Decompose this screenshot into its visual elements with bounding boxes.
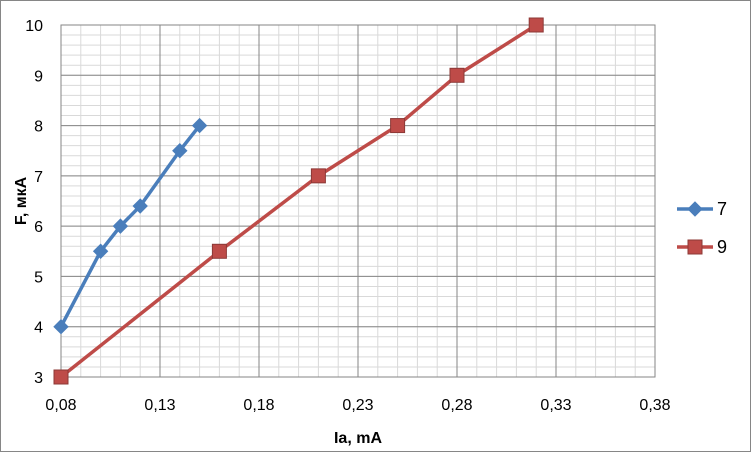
- legend-marker: [687, 201, 703, 217]
- series-7: [53, 117, 208, 335]
- data-point: [449, 67, 465, 83]
- y-axis-tick-labels: 3 4 5 6 7 8 9 10: [25, 18, 43, 387]
- series-line: [59, 23, 538, 379]
- y-tick-label: 7: [34, 169, 43, 186]
- y-tick-label: 4: [34, 320, 43, 337]
- plot-area-border: [60, 24, 656, 378]
- x-tick-label: 0,13: [144, 397, 175, 414]
- data-point: [112, 218, 129, 234]
- x-tick-label: 0,08: [45, 397, 76, 414]
- legend-marker: [687, 239, 703, 255]
- legend-item: 7: [677, 199, 727, 219]
- y-tick-label: 6: [34, 219, 43, 236]
- y-tick-label: 10: [25, 18, 43, 35]
- y-tick-label: 8: [34, 119, 43, 136]
- legend-label: 7: [717, 199, 727, 219]
- x-tick-label: 0,38: [639, 397, 670, 414]
- y-axis-title: F, мкА: [13, 176, 30, 225]
- data-point: [53, 369, 69, 385]
- data-point: [310, 168, 326, 184]
- x-axis-tick-labels: 0,08 0,13 0,18 0,23 0,28 0,33 0,38: [45, 397, 670, 414]
- y-tick-label: 3: [34, 370, 43, 387]
- data-point: [528, 17, 544, 33]
- data-point: [92, 243, 109, 259]
- series-layer: [53, 17, 544, 385]
- y-tick-label: 5: [34, 269, 43, 286]
- legend: 79: [677, 199, 727, 257]
- x-tick-label: 0,18: [243, 397, 274, 414]
- data-point: [211, 243, 227, 259]
- data-point: [191, 117, 208, 134]
- y-tick-label: 9: [34, 68, 43, 85]
- data-point: [53, 319, 69, 335]
- data-point: [132, 198, 148, 214]
- x-axis-title: Ia, mA: [334, 430, 382, 447]
- data-point: [172, 143, 188, 159]
- x-tick-label: 0,28: [441, 397, 472, 414]
- series-9: [53, 17, 544, 385]
- x-tick-label: 0,23: [342, 397, 373, 414]
- legend-label: 9: [717, 237, 727, 257]
- legend-item: 9: [677, 237, 727, 257]
- x-tick-label: 0,33: [540, 397, 571, 414]
- major-gridlines: [60, 24, 656, 378]
- data-point: [390, 118, 406, 134]
